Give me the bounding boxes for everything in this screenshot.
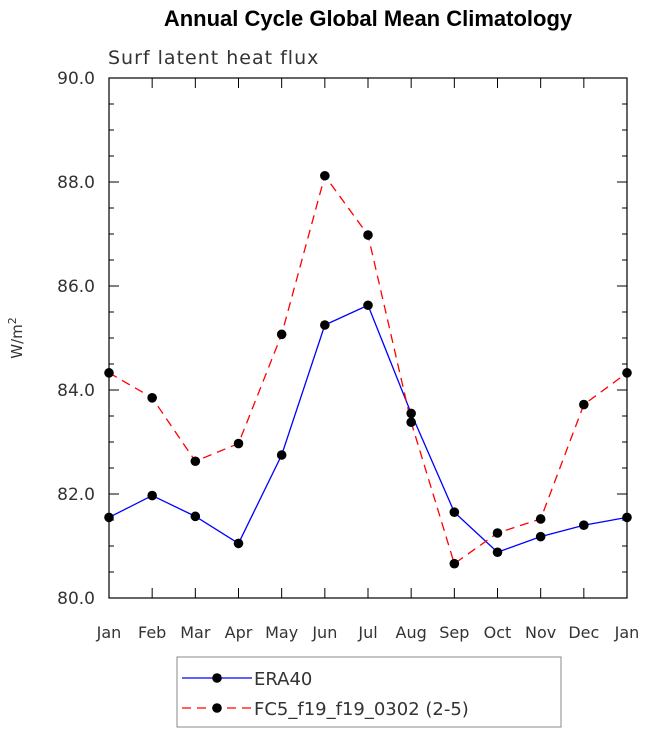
series-0-point: [492, 547, 503, 558]
legend: ERA40 FC5_f19_f19_0302 (2-5): [176, 656, 562, 728]
x-tick-label: Nov: [525, 623, 556, 642]
x-tick-label: Apr: [225, 623, 253, 642]
legend-label: ERA40: [254, 669, 312, 690]
x-tick-label: Jun: [311, 623, 337, 642]
x-tick-label: Jan: [614, 623, 640, 642]
series-0-point: [449, 507, 460, 517]
series-0-point: [233, 538, 244, 549]
x-tick-label: Dec: [568, 623, 599, 642]
series-1-point: [406, 417, 416, 428]
series-0-point: [147, 490, 157, 501]
y-tick-label: 86.0: [57, 277, 95, 297]
series-0-point: [104, 512, 114, 523]
series-1-point: [276, 329, 287, 340]
legend-label: FC5_f19_f19_0302 (2-5): [254, 699, 469, 720]
series-0-point: [276, 450, 287, 460]
series-0-point: [320, 320, 330, 330]
series-1-point: [104, 368, 114, 378]
series-0-point: [622, 512, 632, 523]
plot-frame: [108, 77, 628, 599]
y-axis-label: W/m2: [6, 317, 26, 359]
y-tick-label: 88.0: [57, 173, 95, 193]
series-0-point: [535, 531, 546, 542]
chart-subtitle: Surf latent heat flux: [108, 47, 319, 69]
x-tick-label: Oct: [484, 623, 512, 642]
legend-swatch-marker: [212, 673, 222, 683]
series-1-point: [233, 438, 244, 449]
x-tick-label: Jan: [96, 623, 122, 642]
series-1-point: [449, 558, 460, 569]
series-line-0: [108, 304, 628, 553]
chart-title: Annual Cycle Global Mean Climatology: [164, 6, 573, 31]
y-tick-label: 82.0: [57, 485, 95, 505]
x-tick-label: Aug: [396, 623, 427, 642]
series-1-point: [492, 528, 503, 538]
series-0-point: [363, 300, 373, 311]
x-tick-label: Jul: [357, 623, 377, 642]
x-tick-label: May: [265, 623, 298, 642]
series-1-point: [579, 399, 589, 410]
x-tick-label: Mar: [180, 623, 211, 642]
series-1-point: [190, 456, 201, 467]
y-tick-label: 80.0: [57, 589, 95, 609]
series-0-point: [579, 520, 589, 530]
series-1-point: [147, 393, 157, 403]
series-0-point: [406, 408, 416, 419]
series-1-point: [535, 514, 546, 524]
y-tick-label: 84.0: [57, 381, 95, 401]
series-1-point: [363, 230, 373, 240]
y-tick-label: 90.0: [57, 69, 95, 89]
x-tick-label: Feb: [138, 623, 166, 642]
series-0-point: [190, 511, 201, 522]
plot-area: 80.0 82.0 84.0 86.0 88.0 90.0 Jan Feb Mar Apr May J…: [57, 69, 639, 642]
x-tick-label: Sep: [439, 623, 469, 642]
series-1-point: [320, 170, 330, 181]
legend-box: [176, 656, 562, 728]
series-1-point: [622, 368, 632, 378]
legend-swatch-marker: [212, 703, 222, 713]
